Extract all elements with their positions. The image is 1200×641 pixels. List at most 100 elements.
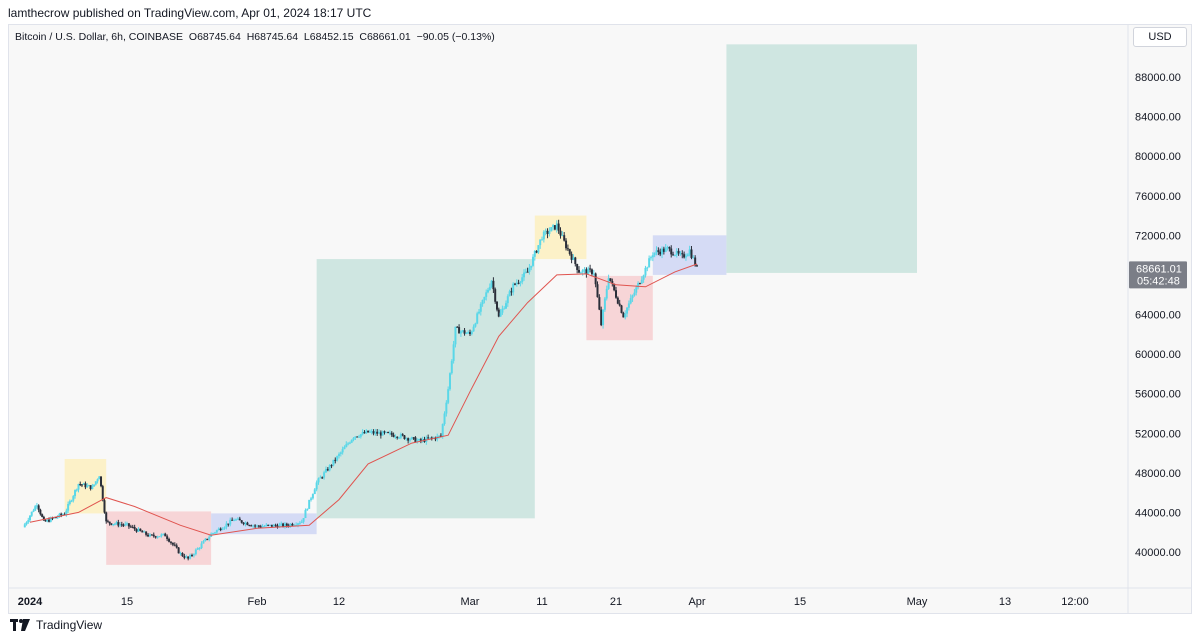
candle-body (410, 437, 413, 440)
candle-body (32, 510, 35, 512)
currency-button[interactable]: USD (1133, 27, 1187, 47)
candle-body (67, 503, 70, 511)
candle-body (600, 309, 603, 326)
candle-body (561, 235, 564, 237)
candle-body (452, 344, 455, 361)
candle-body (448, 373, 451, 390)
candle-body (58, 513, 61, 517)
candle-body (154, 536, 157, 538)
candle-body (106, 521, 109, 523)
candle-body (503, 308, 506, 310)
candle-body (696, 265, 698, 267)
candle-body (544, 230, 547, 232)
candle-body (532, 256, 534, 266)
candle-body (576, 264, 579, 270)
candle-body (223, 527, 226, 529)
candle-body (124, 523, 127, 526)
candle-body (51, 517, 54, 519)
candle-body (221, 528, 224, 531)
candle-body (257, 525, 260, 527)
candle-body (315, 482, 318, 490)
candle-body (686, 254, 689, 257)
candle-body (310, 498, 313, 500)
candle-body (139, 528, 142, 531)
candle-body (523, 272, 525, 278)
candle-body (244, 522, 247, 525)
candle-body (233, 520, 236, 522)
candle-body (666, 247, 669, 249)
candle-body (110, 523, 113, 525)
candle-body (683, 254, 686, 258)
candle-body (419, 439, 422, 441)
candle-body (143, 531, 146, 533)
candle-body (330, 465, 333, 467)
candle-body (324, 469, 327, 473)
target-zone-7[interactable] (726, 44, 917, 273)
candle-body (269, 524, 272, 526)
red-zone-1[interactable] (106, 511, 212, 565)
time-tick-label: Feb (248, 596, 267, 608)
candle-body (530, 265, 533, 268)
price-tick-label: 44000.00 (1135, 507, 1181, 519)
candle-body (270, 524, 273, 527)
candle-body (478, 311, 480, 314)
target-zone-3[interactable] (316, 259, 535, 519)
candle-body (265, 524, 268, 527)
candle-body (82, 483, 85, 485)
candle-body (649, 257, 652, 259)
candles-layer (23, 219, 698, 561)
candle-body (147, 534, 150, 537)
candle-body (356, 436, 359, 438)
candle-body (120, 524, 123, 526)
candle-body (219, 528, 222, 531)
candle-body (583, 269, 586, 271)
candle-body (635, 287, 638, 293)
candle-body (42, 516, 45, 521)
candle-body (272, 524, 275, 527)
candle-body (607, 278, 610, 289)
axis-layer: 88000.00 84000.00 80000.00 76000.00 72000.00… (8, 24, 1192, 614)
candle-body (361, 432, 364, 435)
time-tick-label: 12 (333, 596, 345, 608)
time-tick-label: 12:00 (1061, 596, 1089, 608)
candle-body (225, 523, 228, 528)
candle-body (141, 530, 144, 533)
candle-body (80, 484, 83, 486)
candle-body (590, 269, 593, 275)
candle-body (524, 271, 527, 273)
candle-body (602, 309, 605, 326)
candle-body (300, 521, 303, 523)
candle-body (514, 283, 516, 285)
candle-body (550, 227, 553, 232)
red-zone-5[interactable] (586, 275, 653, 341)
candle-body (579, 272, 582, 274)
candle-body (405, 438, 408, 440)
candle-body (445, 402, 448, 414)
candle-body (183, 556, 186, 558)
candle-body (313, 489, 316, 495)
candle-body (535, 251, 538, 253)
time-tick-label: 2024 (18, 596, 43, 608)
candle-body (217, 528, 220, 531)
candle-body (563, 235, 566, 241)
candle-body (499, 312, 502, 317)
candle-body (456, 326, 459, 328)
candle-body (587, 268, 590, 275)
price-tick-label: 88000.00 (1135, 72, 1181, 84)
candle-body (692, 257, 695, 259)
candle-body (242, 522, 245, 525)
candle-body (465, 333, 468, 335)
candle-body (334, 459, 337, 461)
candle-body (681, 253, 684, 255)
candle-body (620, 305, 623, 313)
candle-body (177, 547, 180, 554)
candle-body (508, 291, 511, 297)
candle-body (570, 253, 573, 260)
candle-body (162, 533, 165, 535)
candle-body (191, 555, 193, 557)
candle-body (463, 330, 466, 334)
candle-body (164, 533, 167, 537)
candle-body (256, 525, 258, 527)
candle-body (133, 526, 136, 530)
